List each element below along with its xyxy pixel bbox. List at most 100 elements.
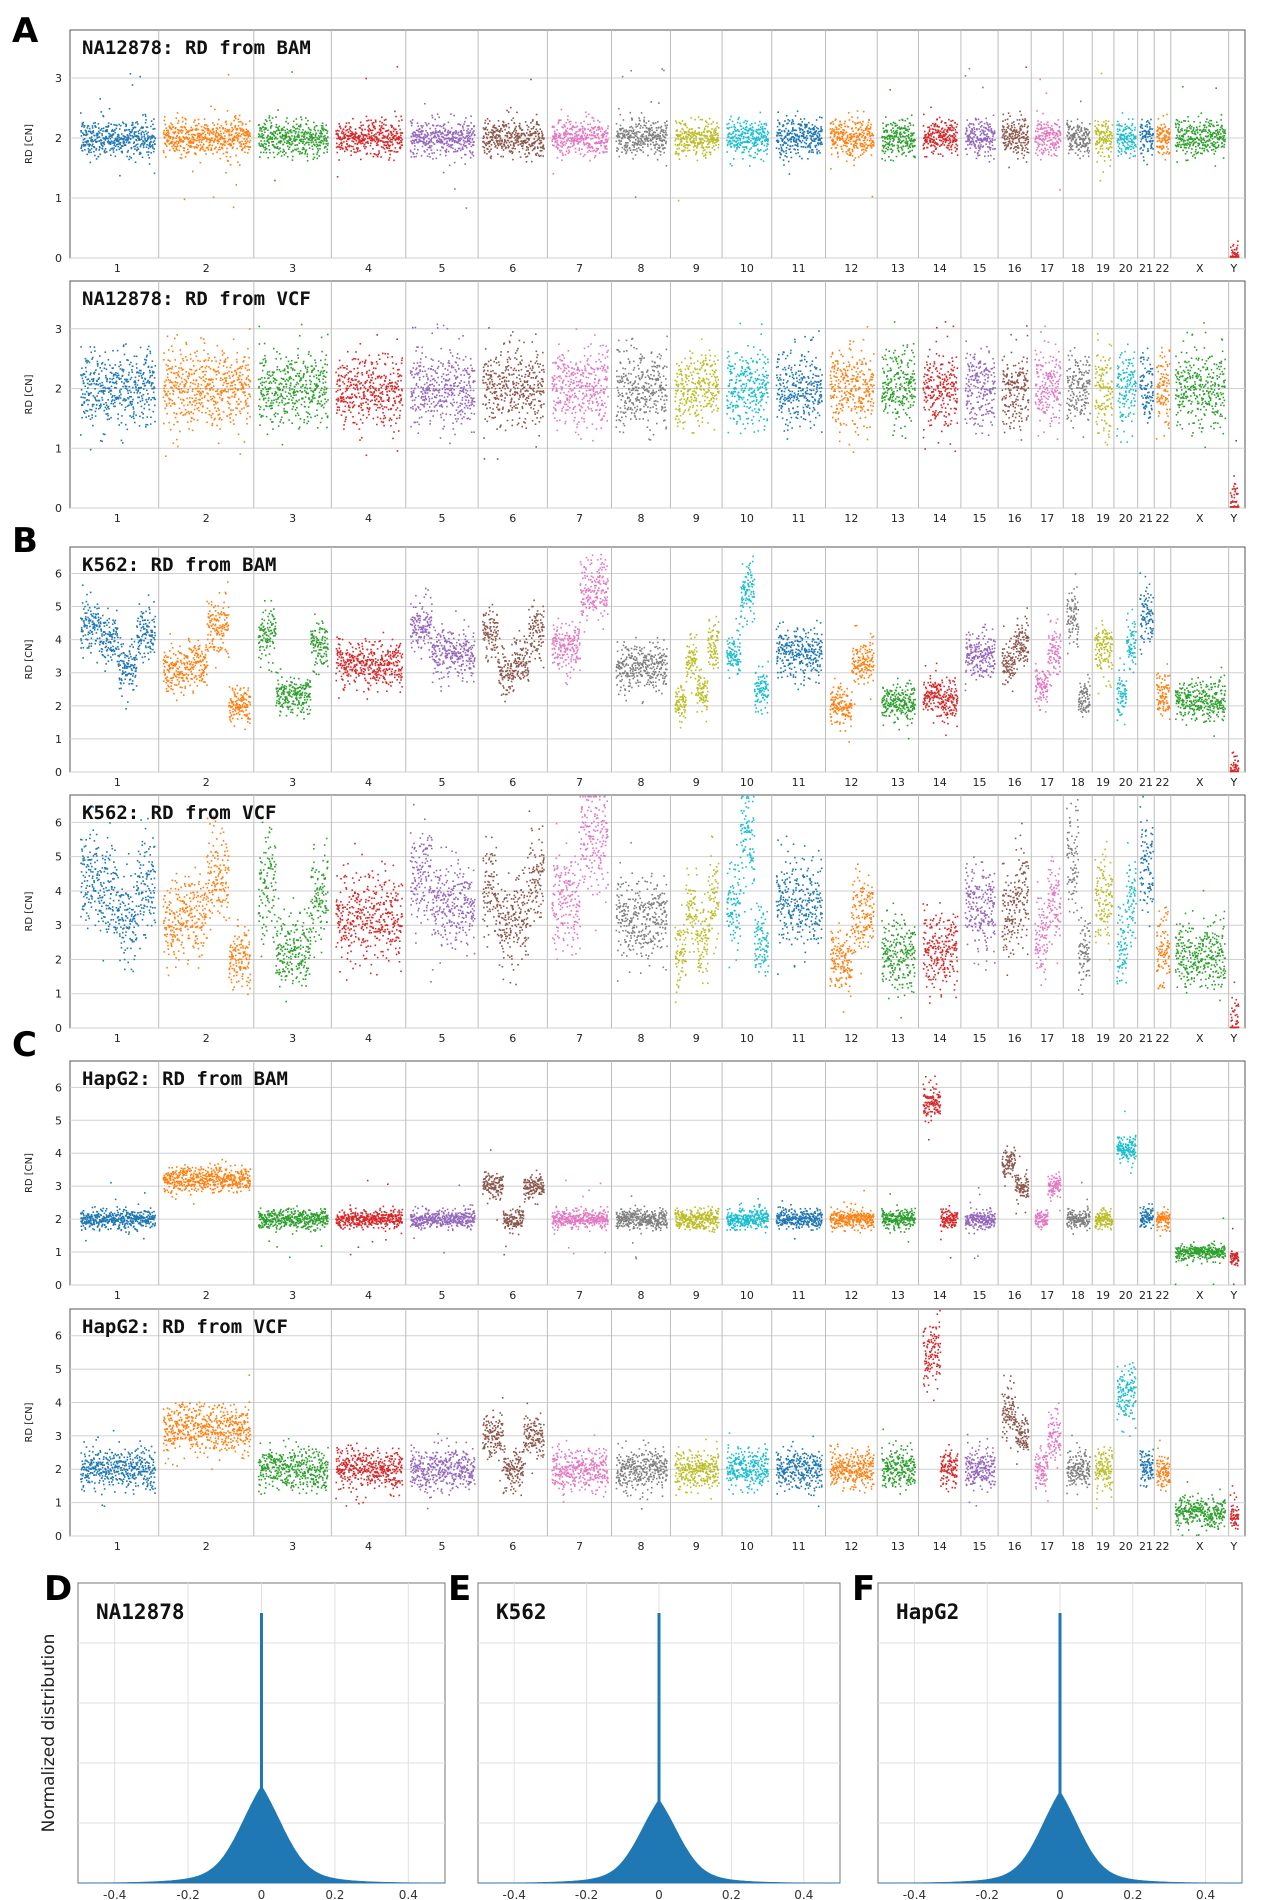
rd-point [765,128,767,130]
rd-point [793,130,795,132]
rd-point [863,133,865,135]
rd-point [901,133,903,135]
rd-point [602,129,604,131]
rd-point [300,139,302,141]
rd-point [225,140,227,142]
rd-point [785,128,787,130]
rd-point [910,151,912,153]
rd-point [971,141,973,143]
rd-point [969,126,971,128]
rd-point [150,141,152,143]
rd-point [520,128,522,130]
rd-point [837,152,839,154]
rd-point [196,125,198,127]
rd-point [913,125,915,127]
rd-point [232,130,234,132]
rd-point [578,150,580,152]
rd-point [472,139,474,141]
rd-point [576,136,578,138]
rd-point [762,128,764,130]
rd-point [104,152,106,154]
rd-point [762,141,764,143]
rd-point [801,121,803,123]
rd-point [230,139,232,141]
rd-point [791,157,793,159]
rd-point [941,144,943,146]
rd-point [965,133,967,135]
rd-point [905,155,907,157]
rd-point [353,148,355,150]
rd-point [522,145,524,147]
rd-point [163,130,165,132]
rd-point [600,131,602,133]
rd-point [467,125,469,127]
rd-point [562,154,564,156]
rd-point [200,144,202,146]
rd-point [526,125,528,127]
rd-point [648,138,650,140]
rd-point [142,127,144,129]
rd-point [166,127,168,129]
rd-point [943,130,945,132]
rd-point [659,135,661,137]
rd-point [206,141,208,143]
rd-point [178,133,180,135]
rd-point [708,143,710,145]
rd-point [344,137,346,139]
rd-point [147,139,149,141]
rd-point [468,125,470,127]
rd-point [766,153,768,155]
rd-point [415,135,417,137]
rd-point [935,148,937,150]
rd-point [87,133,89,135]
rd-point [453,151,455,153]
rd-point [890,159,892,161]
rd-point [137,147,139,149]
rd-point [134,148,136,150]
rd-point [177,122,179,124]
rd-point [149,163,151,165]
rd-point [620,125,622,127]
rd-point [709,118,711,120]
rd-point [907,118,909,120]
rd-point [797,152,799,154]
rd-point [816,130,818,132]
rd-point [258,143,260,145]
rd-point [638,147,640,149]
rd-point [696,151,698,153]
rd-point [868,122,870,124]
rd-point [185,123,187,125]
rd-point [925,137,927,139]
rd-point [151,120,153,122]
rd-point [484,152,486,154]
rd-point [595,135,597,137]
rd-point [805,143,807,145]
rd-point [205,128,207,130]
rd-point [173,137,175,139]
rd-point [118,135,120,137]
rd-point [274,180,276,182]
rd-point [290,129,292,131]
rd-point [859,122,861,124]
rd-point [951,152,953,154]
rd-point [389,148,391,150]
rd-point [645,138,647,140]
rd-point [779,122,781,124]
rd-point [217,136,219,138]
rd-point [238,135,240,137]
rd-point [975,147,977,149]
rd-point [660,154,662,156]
rd-point [487,129,489,131]
rd-point [287,123,289,125]
rd-point [836,139,838,141]
rd-point [660,138,662,140]
rd-point [496,142,498,144]
rd-point [148,151,150,153]
rd-point [194,139,196,141]
rd-point [542,155,544,157]
rd-point [873,144,875,146]
rd-point [512,147,514,149]
rd-point [821,131,823,133]
rd-point [448,130,450,132]
rd-point [713,135,715,137]
